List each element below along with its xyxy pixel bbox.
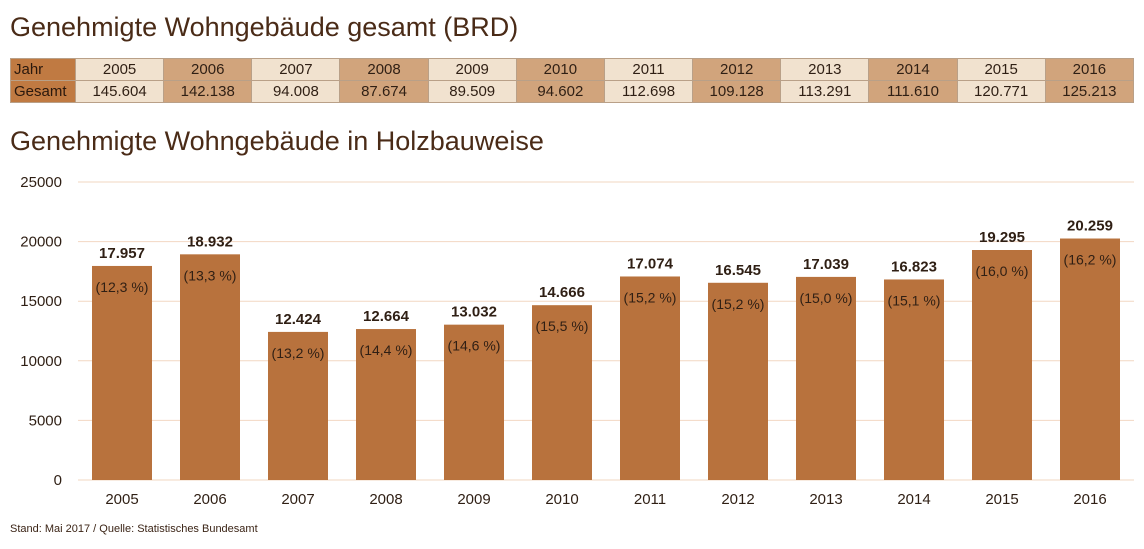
share-label: (13,3 %) — [184, 267, 237, 283]
total-cell: 145.604 — [74, 80, 165, 103]
share-label: (15,2 %) — [624, 289, 677, 305]
x-tick-label: 2011 — [634, 491, 666, 508]
source-footer: Stand: Mai 2017 / Quelle: Statistisches … — [10, 523, 258, 535]
total-cell: 94.602 — [515, 80, 605, 103]
total-row: Gesamt 145.604 142.138 94.008 87.674 89.509 9… — [10, 80, 1135, 103]
x-tick-label: 2012 — [721, 491, 754, 508]
year-cell: 2013 — [780, 58, 870, 81]
share-label: (15,2 %) — [712, 296, 765, 312]
value-label: 14.666 — [539, 284, 585, 301]
chart-title: Genehmigte Wohngebäude in Holzbauweise — [10, 126, 544, 156]
bar — [620, 276, 680, 480]
bar — [180, 254, 240, 480]
bar — [532, 305, 592, 480]
value-label: 17.039 — [803, 256, 849, 273]
total-cell: 89.509 — [427, 80, 517, 103]
bar — [356, 329, 416, 480]
total-cell: 113.291 — [780, 80, 870, 103]
bar — [92, 265, 152, 480]
x-tick-label: 2013 — [809, 491, 842, 508]
row-label-total: Gesamt — [10, 80, 76, 103]
year-cell: 2016 — [1044, 58, 1135, 81]
total-cell: 120.771 — [956, 80, 1046, 103]
x-tick-label: 2016 — [1073, 491, 1106, 508]
share-label: (15,0 %) — [800, 290, 853, 306]
bar-chart: 0 5000 10000 15000 20000 25000 17.957 (12,3 %) 2… — [20, 174, 1134, 508]
x-tick-label: 2006 — [193, 491, 226, 508]
year-cell: 2014 — [868, 58, 958, 81]
value-label: 13.032 — [451, 304, 497, 321]
share-label: (15,1 %) — [888, 292, 941, 308]
bar — [796, 276, 856, 480]
share-label: (15,5 %) — [536, 318, 589, 334]
year-cell: 2008 — [339, 58, 429, 81]
row-label-year: Jahr — [10, 58, 76, 81]
year-cell: 2010 — [515, 58, 605, 81]
value-label: 20.259 — [1067, 218, 1113, 235]
value-label: 16.545 — [715, 262, 761, 279]
total-cell: 111.610 — [868, 80, 958, 103]
y-tick-label: 20000 — [20, 234, 62, 251]
totals-table: Jahr 2005 2006 2007 2008 2009 2010 2011 2012 201… — [10, 58, 1135, 103]
y-tick-label: 15000 — [20, 293, 62, 310]
x-tick-label: 2009 — [457, 491, 490, 508]
year-cell: 2006 — [163, 58, 253, 81]
value-label: 12.664 — [363, 308, 410, 325]
bar — [444, 324, 504, 480]
total-cell: 112.698 — [603, 80, 694, 103]
value-label: 16.823 — [891, 258, 937, 275]
value-label: 12.424 — [275, 311, 322, 328]
share-label: (13,2 %) — [272, 345, 325, 361]
value-label: 17.957 — [99, 245, 145, 262]
table-title: Genehmigte Wohngebäude gesamt (BRD) — [10, 12, 519, 42]
bar — [1060, 238, 1120, 480]
share-label: (14,6 %) — [448, 338, 501, 354]
total-cell: 142.138 — [163, 80, 253, 103]
year-cell: 2009 — [427, 58, 517, 81]
share-label: (14,4 %) — [360, 342, 413, 358]
total-cell: 94.008 — [251, 80, 341, 103]
x-tick-label: 2014 — [897, 491, 930, 508]
year-cell: 2011 — [603, 58, 694, 81]
share-label: (16,0 %) — [976, 263, 1029, 279]
share-label: (12,3 %) — [96, 279, 149, 295]
y-tick-label: 0 — [54, 472, 62, 489]
y-tick-label: 10000 — [20, 353, 62, 370]
bar — [972, 250, 1032, 480]
total-cell: 125.213 — [1044, 80, 1135, 103]
year-cell: 2005 — [74, 58, 165, 81]
x-tick-label: 2008 — [369, 491, 402, 508]
value-label: 18.932 — [187, 233, 233, 250]
year-cell: 2015 — [956, 58, 1046, 81]
value-label: 17.074 — [627, 255, 674, 272]
year-row: Jahr 2005 2006 2007 2008 2009 2010 2011 2012 201… — [10, 58, 1135, 81]
y-tick-label: 5000 — [29, 412, 62, 429]
x-tick-label: 2015 — [985, 491, 1018, 508]
total-cell: 87.674 — [339, 80, 429, 103]
share-label: (16,2 %) — [1064, 252, 1117, 268]
total-cell: 109.128 — [692, 80, 782, 103]
year-cell: 2012 — [692, 58, 782, 81]
x-tick-label: 2007 — [281, 491, 314, 508]
bar — [268, 331, 328, 480]
bar — [708, 282, 768, 480]
x-tick-label: 2005 — [105, 491, 138, 508]
x-tick-label: 2010 — [545, 491, 578, 508]
y-tick-label: 25000 — [20, 174, 62, 191]
year-cell: 2007 — [251, 58, 341, 81]
value-label: 19.295 — [979, 229, 1025, 246]
bar — [884, 279, 944, 480]
